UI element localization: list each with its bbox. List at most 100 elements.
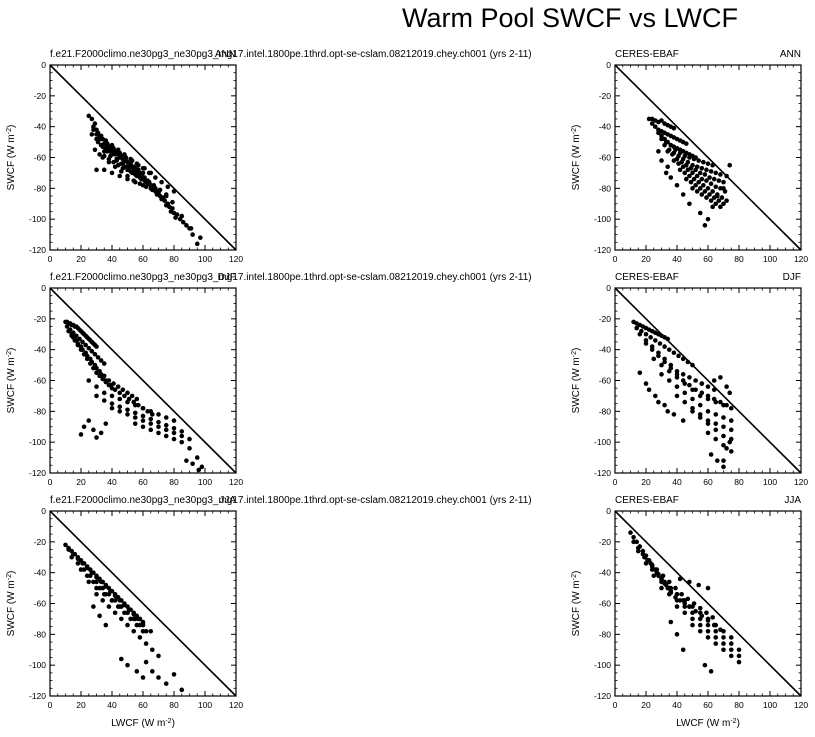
scatter-point xyxy=(710,615,715,620)
scatter-point xyxy=(111,145,116,151)
scatter-point xyxy=(728,641,734,646)
scatter-point xyxy=(89,116,95,122)
scatter-point xyxy=(705,585,711,591)
scatter-point xyxy=(721,442,726,448)
scatter-point xyxy=(94,435,99,440)
scatter-point xyxy=(656,149,661,154)
scatter-point xyxy=(75,556,81,562)
panel-title-left: f.e21.F2000climo.ne30pg3_ne30pg3_mg17.in… xyxy=(50,49,532,60)
scatter-point xyxy=(713,421,719,426)
y-tick-label: -120 xyxy=(29,468,46,478)
scatter-point xyxy=(190,232,195,237)
x-tick-label: 20 xyxy=(641,254,651,264)
y-axis-label-text: SWCF (W m xyxy=(571,580,582,636)
scatter-point xyxy=(117,598,123,603)
scatter-point xyxy=(724,446,729,451)
scatter-point xyxy=(86,418,92,423)
scatter-point xyxy=(171,430,177,436)
panel-0: f.e21.F2000climo.ne30pg3_ne30pg3_mg17.in… xyxy=(6,49,532,264)
scatter-point xyxy=(132,410,138,416)
y-tick-label: 0 xyxy=(606,60,611,70)
y-axis-label-close: ) xyxy=(6,348,17,351)
panel-title-right: DJF xyxy=(783,272,801,283)
scatter-point xyxy=(91,127,96,133)
scatter-point xyxy=(710,204,715,210)
scatter-point xyxy=(643,381,649,386)
scatter-point xyxy=(716,178,722,183)
scatter-point xyxy=(721,402,726,408)
y-tick-label: -120 xyxy=(29,691,46,701)
scatter-point xyxy=(97,152,102,157)
scatter-point xyxy=(691,156,697,162)
scatter-point xyxy=(697,186,703,191)
y-tick-label: -100 xyxy=(594,437,611,447)
scatter-point xyxy=(705,186,711,191)
scatter-point xyxy=(103,378,109,383)
scatter-point xyxy=(690,186,695,191)
scatter-point xyxy=(129,158,135,163)
y-tick-label: -60 xyxy=(34,376,47,386)
scatter-point xyxy=(699,192,705,197)
scatter-point xyxy=(690,387,695,393)
x-tick-label: 40 xyxy=(672,254,682,264)
scatter-point xyxy=(91,427,96,433)
scatter-point xyxy=(101,398,107,403)
y-tick-label: -120 xyxy=(594,691,611,701)
scatter-point xyxy=(137,635,143,640)
scatter-point xyxy=(687,155,692,160)
x-axis-label-text: LWCF (W m xyxy=(676,718,730,729)
x-tick-label: 100 xyxy=(198,700,212,710)
scatter-point xyxy=(690,362,695,368)
scatter-point xyxy=(163,433,169,439)
scatter-point xyxy=(112,387,118,393)
scatter-point xyxy=(721,628,726,634)
scatter-point xyxy=(128,616,133,622)
scatter-point xyxy=(704,610,709,616)
panel-title-right: JJA xyxy=(219,495,236,506)
scatter-point xyxy=(697,628,703,634)
scatter-point xyxy=(677,576,683,582)
scatter-point xyxy=(646,387,652,393)
scatter-point xyxy=(660,573,666,579)
scatter-point xyxy=(694,189,700,194)
scatter-point xyxy=(171,189,177,194)
scatter-point xyxy=(97,613,102,619)
scatter-point xyxy=(631,539,636,545)
scatter-point xyxy=(129,393,135,399)
scatter-point xyxy=(705,161,711,166)
scatter-point xyxy=(78,567,84,572)
y-tick-label: -20 xyxy=(599,537,612,547)
scatter-point xyxy=(136,167,141,173)
scatter-point xyxy=(659,362,664,368)
scatter-point xyxy=(140,622,146,628)
scatter-point xyxy=(727,390,732,396)
scatter-point xyxy=(728,449,734,454)
scatter-point xyxy=(659,158,664,163)
scatter-point xyxy=(736,653,742,659)
scatter-point xyxy=(63,542,68,548)
y-tick-label: -80 xyxy=(599,629,612,639)
x-tick-label: 80 xyxy=(169,254,179,264)
scatter-point xyxy=(666,368,672,374)
scatter-point xyxy=(715,458,720,463)
scatter-point xyxy=(718,172,723,177)
scatter-point xyxy=(668,619,674,625)
panel-title-left: CERES-EBAF xyxy=(615,495,679,506)
scatter-point xyxy=(705,430,711,436)
y-tick-label: -20 xyxy=(34,314,47,324)
scatter-point xyxy=(711,387,717,393)
scatter-point xyxy=(704,178,709,183)
scatter-point xyxy=(91,604,96,609)
scatter-point xyxy=(643,341,649,346)
scatter-point xyxy=(101,390,107,396)
y-tick-label: -20 xyxy=(599,314,612,324)
scatter-point xyxy=(656,353,661,359)
scatter-point xyxy=(662,359,667,365)
scatter-point xyxy=(112,593,118,599)
scatter-point xyxy=(656,130,661,136)
scatter-point xyxy=(701,182,706,188)
x-axis-label-text: LWCF (W m xyxy=(111,718,165,729)
scatter-point xyxy=(163,427,169,433)
scatter-point xyxy=(708,181,714,187)
scatter-point xyxy=(680,164,686,170)
